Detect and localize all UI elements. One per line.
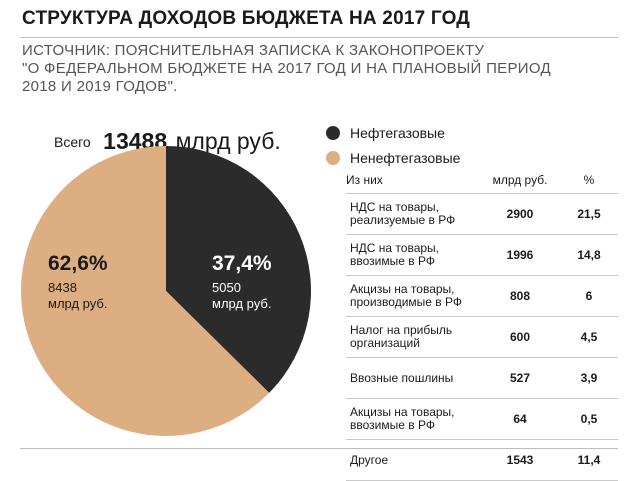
pie-slice [20,146,270,436]
row-percent: 6 [560,275,618,317]
source-line: "О ФЕДЕРАЛЬНОМ БЮДЖЕТЕ НА 2017 ГОД И НА … [22,60,551,77]
slice-unit-label: млрд руб. [48,296,107,311]
source-line: 2018 И 2019 ГОДОВ". [22,78,178,95]
row-value: 808 [480,275,560,317]
legend-swatch [326,126,340,140]
row-percent: 21,5 [560,193,618,235]
row-value: 2900 [480,193,560,235]
row-name-line: Другое [350,452,389,467]
slice-value-label: 8438 [48,280,77,295]
row-name: НДС на товары, ввозимые в РФ [346,234,480,276]
table-row: Ввозные пошлины 527 3,9 [346,357,618,399]
row-value: 1996 [480,234,560,276]
source-note: ИСТОЧНИК: ПОЯСНИТЕЛЬНАЯ ЗАПИСКА К ЗАКОНО… [22,42,622,96]
source-line: ИСТОЧНИК: ПОЯСНИТЕЛЬНАЯ ЗАПИСКА К ЗАКОНО… [22,42,485,59]
title-divider [20,37,618,38]
table-row: НДС на товары, реализуемые в РФ 2900 21,5 [346,193,618,235]
legend-item-oil-gas: Нефтегазовые [326,123,576,143]
legend-label: Ненефтегазовые [350,150,461,166]
row-percent: 3,9 [560,357,618,399]
row-name-line: производимые в РФ [350,295,462,309]
row-percent: 4,5 [560,316,618,358]
legend-item-non-oil-gas: Ненефтегазовые [326,148,576,168]
row-percent: 14,8 [560,234,618,276]
row-name: Другое [346,439,480,481]
row-name-line: организаций [350,336,420,350]
row-name-line: Акцизы на товары, [350,282,455,296]
row-name-line: Налог на прибыль [350,323,453,337]
row-value: 64 [480,398,560,440]
row-name-line: НДС на товары, [350,200,440,214]
row-name-line: Ввозные пошлины [350,370,454,385]
row-value: 600 [480,316,560,358]
table-row: Другое 1543 11,4 [346,439,618,481]
slice-value-label: 5050 [212,280,241,295]
row-percent: 11,4 [560,439,618,481]
column-header-percent: % [560,170,618,194]
table-row: НДС на товары, ввозимые в РФ 1996 14,8 [346,234,618,276]
row-name: Ввозные пошлины [346,357,480,399]
table-row: Акцизы на товары, производимые в РФ 808 6 [346,275,618,317]
row-name: Акцизы на товары, ввозимые в РФ [346,398,480,440]
column-header-name: Из них [346,170,480,194]
bottom-divider [20,448,618,449]
row-name-line: реализуемые в РФ [350,213,456,227]
table-row: Акцизы на товары, ввозимые в РФ 64 0,5 [346,398,618,440]
slice-unit-label: млрд руб. [212,296,271,311]
row-name: Налог на прибыль организаций [346,316,480,358]
row-name-line: НДС на товары, [350,241,440,255]
row-name-line: Акцизы на товары, [350,405,455,419]
row-name: НДС на товары, реализуемые в РФ [346,193,480,235]
row-value: 527 [480,357,560,399]
table-header-row: Из них млрд руб. % [346,170,618,194]
row-percent: 0,5 [560,398,618,440]
row-name: Акцизы на товары, производимые в РФ [346,275,480,317]
row-name-line: ввозимые в РФ [350,254,435,268]
column-header-value: млрд руб. [480,170,560,194]
row-value: 1543 [480,439,560,481]
total-label: Всего [54,134,91,150]
legend-swatch [326,151,340,165]
slice-percent-label: 37,4% [212,252,272,275]
row-name-line: ввозимые в РФ [350,418,435,432]
pie-slice [166,146,311,393]
revenue-breakdown-table: Из них млрд руб. % НДС на товары, реализу… [346,170,618,481]
table-row: Налог на прибыль организаций 600 4,5 [346,316,618,358]
page-title: СТРУКТУРА ДОХОДОВ БЮДЖЕТА НА 2017 ГОД [22,8,471,29]
slice-percent-label: 62,6% [48,252,108,275]
legend-label: Нефтегазовые [350,125,445,141]
